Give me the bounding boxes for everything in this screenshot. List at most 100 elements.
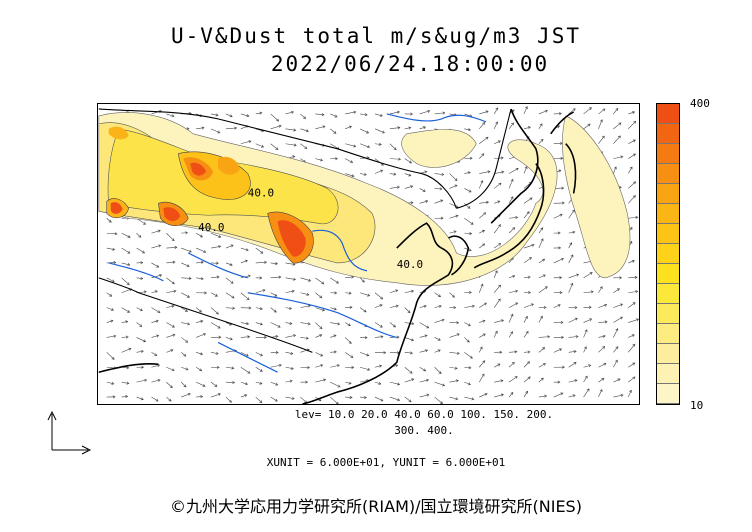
- wind-vector: [285, 128, 296, 131]
- colorbar-band: [657, 124, 679, 144]
- wind-vector-head: [169, 385, 173, 389]
- wind-vector: [300, 305, 311, 308]
- wind-vector-head: [333, 350, 337, 354]
- wind-vector-head: [142, 250, 146, 254]
- wind-vector: [345, 158, 353, 163]
- wind-vector-head: [510, 313, 514, 317]
- wind-vector-head: [438, 294, 442, 298]
- wind-vector-head: [455, 397, 459, 401]
- wind-vector-head: [560, 156, 564, 160]
- wind-vector-head: [289, 306, 293, 310]
- wind-vector-head: [215, 261, 219, 265]
- wind-vector: [494, 171, 504, 174]
- wind-vector-head: [543, 305, 547, 309]
- wind-vector: [523, 361, 530, 368]
- wind-vector-head: [278, 275, 282, 279]
- wind-vector: [583, 388, 590, 398]
- colorbar-max-label: 400: [690, 97, 710, 110]
- wind-vector: [449, 396, 458, 400]
- wind-vector: [255, 289, 266, 294]
- wind-vector-head: [479, 346, 483, 350]
- wind-vector-head: [111, 356, 115, 360]
- wind-vector: [523, 331, 529, 338]
- wind-vector-head: [393, 172, 397, 176]
- wind-vector: [449, 184, 458, 189]
- wind-vector: [613, 378, 621, 383]
- wind-vector-head: [469, 156, 473, 160]
- wind-vector-head: [456, 351, 460, 355]
- wind-vector: [166, 349, 174, 353]
- wind-vector: [151, 262, 159, 268]
- wind-vector-head: [290, 366, 294, 370]
- wind-vector-head: [367, 367, 371, 371]
- wind-vector: [628, 195, 636, 204]
- wind-vector: [151, 274, 162, 279]
- wind-vector-head: [589, 318, 593, 322]
- wind-vector: [300, 292, 309, 296]
- wind-vector-head: [140, 261, 144, 265]
- wind-vector: [628, 302, 636, 308]
- wind-vector: [240, 247, 249, 251]
- wind-vector-head: [487, 170, 491, 174]
- wind-vector-head: [289, 321, 293, 325]
- wind-vector-head: [498, 182, 502, 186]
- wind-vector-head: [544, 109, 548, 113]
- wind-vector-head: [527, 275, 531, 279]
- wind-vector-head: [290, 351, 294, 355]
- wind-vector: [300, 396, 307, 404]
- wind-vector: [106, 277, 115, 283]
- wind-vector: [613, 135, 621, 144]
- wind-vector-head: [632, 343, 636, 347]
- wind-vector: [628, 139, 636, 144]
- wind-vector: [255, 261, 267, 264]
- wind-vector: [464, 305, 475, 308]
- wind-vector-head: [515, 289, 519, 293]
- wind-vector: [434, 337, 441, 341]
- colorbar: [656, 103, 680, 405]
- wind-vector-head: [333, 334, 337, 338]
- wind-vector-head: [409, 160, 413, 164]
- wind-vector: [344, 352, 354, 358]
- wind-vector-head: [558, 246, 562, 250]
- wind-vector-head: [248, 140, 252, 144]
- colorbar-band: [657, 364, 679, 384]
- wind-vector: [508, 168, 519, 174]
- wind-vector: [464, 203, 471, 209]
- wind-vector-head: [231, 295, 235, 299]
- wind-vector: [598, 304, 607, 308]
- wind-vector-head: [203, 333, 207, 336]
- wind-vector: [419, 379, 429, 383]
- wind-vector: [359, 307, 367, 313]
- wind-vector: [553, 214, 563, 219]
- wind-vector-head: [217, 325, 221, 329]
- wind-vector-head: [398, 157, 402, 161]
- wind-vector-head: [140, 276, 144, 280]
- wind-vector: [285, 334, 296, 338]
- wind-vector: [330, 143, 340, 150]
- wind-vector: [479, 111, 489, 115]
- wind-vector-head: [411, 378, 415, 382]
- wind-vector: [538, 258, 545, 264]
- wind-vector: [494, 200, 500, 204]
- wind-vector-head: [349, 395, 353, 399]
- wind-vector: [628, 166, 633, 174]
- wind-vector-head: [141, 365, 145, 369]
- wind-vector-head: [185, 367, 189, 371]
- wind-vector: [345, 396, 353, 398]
- wind-vector-head: [200, 260, 204, 264]
- wind-vector: [330, 113, 338, 118]
- wind-vector: [464, 217, 474, 225]
- wind-vector-head: [171, 368, 175, 372]
- wind-vector: [568, 108, 576, 115]
- wind-vector-head: [336, 364, 340, 368]
- wind-vector-head: [495, 107, 499, 111]
- colorbar-band: [657, 144, 679, 164]
- wind-vector: [255, 128, 264, 132]
- wind-vector-head: [525, 330, 529, 334]
- wind-vector-head: [278, 124, 282, 128]
- wind-vector: [255, 143, 264, 148]
- wind-vector: [523, 244, 535, 249]
- wind-vector-head: [228, 399, 232, 403]
- wind-vector-head: [602, 334, 606, 338]
- wind-vector: [493, 107, 499, 115]
